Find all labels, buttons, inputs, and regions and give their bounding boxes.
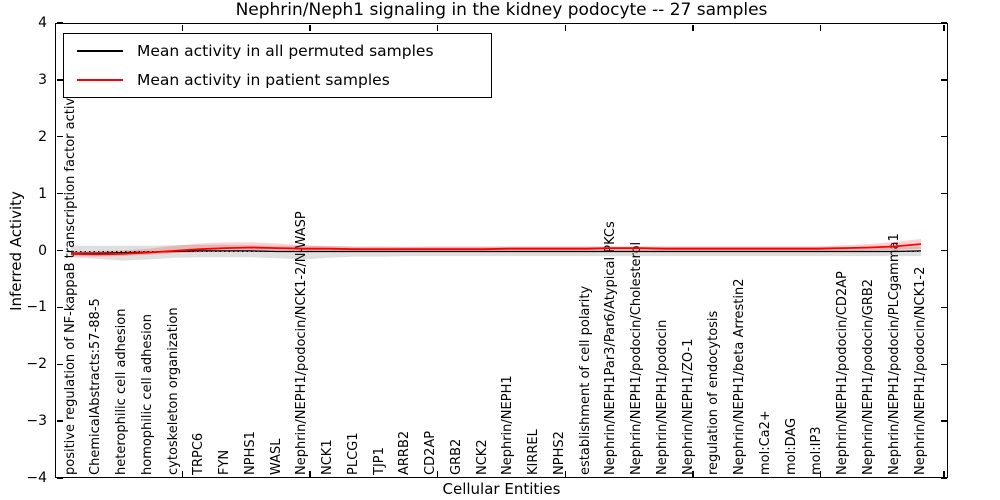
y-tick-mark (56, 79, 63, 81)
y-tick-label: −4 (26, 470, 47, 486)
y-tick-mark (940, 192, 947, 195)
legend-item-patient: Mean activity in patient samples (64, 65, 491, 95)
x-tick-mark (819, 24, 822, 31)
x-tick-mark (181, 24, 184, 31)
plot-area (55, 23, 948, 478)
chart-canvas (70, 239, 922, 261)
y-tick-mark (940, 306, 947, 309)
x-tick-mark (943, 470, 945, 477)
x-tick-mark (692, 470, 694, 477)
y-tick-label: −1 (26, 299, 47, 316)
x-tick-mark (309, 24, 311, 31)
patient-mean-line (70, 243, 922, 256)
y-tick-mark (940, 136, 947, 138)
y-tick-label: 4 (38, 15, 47, 31)
x-tick-mark (181, 470, 184, 477)
legend: Mean activity in all permuted samples Me… (63, 33, 492, 98)
x-tick-mark (819, 470, 822, 477)
patient-line-swatch (77, 79, 123, 81)
y-tick-mark (56, 192, 63, 195)
y-tick-mark (940, 249, 947, 252)
permuted-mean-line (71, 250, 922, 254)
x-tick-mark (309, 470, 311, 477)
y-tick-mark (56, 306, 63, 309)
y-tick-label: 0 (38, 242, 47, 259)
y-tick-mark (56, 477, 63, 479)
y-tick-mark (940, 477, 947, 479)
x-axis-label: Cellular Entities (442, 480, 561, 498)
y-tick-mark (56, 22, 63, 24)
y-tick-mark (56, 249, 63, 252)
y-tick-label: 1 (38, 185, 47, 202)
y-tick-label: −3 (26, 413, 47, 430)
y-tick-label: 2 (38, 128, 47, 145)
y-tick-mark (940, 79, 947, 81)
y-tick-mark (940, 22, 947, 24)
y-tick-mark (940, 363, 947, 365)
x-tick-mark (943, 24, 945, 31)
y-tick-mark (56, 420, 63, 422)
patient-samples-range-band (71, 239, 921, 257)
y-tick-mark (56, 363, 63, 365)
x-tick-mark (564, 470, 566, 477)
legend-label-patient: Mean activity in patient samples (137, 71, 390, 89)
permuted-line-swatch (77, 50, 123, 52)
x-tick-mark (564, 24, 566, 31)
chart-title: Nephrin/Neph1 signaling in the kidney po… (235, 0, 768, 20)
y-tick-label: −2 (26, 356, 47, 373)
y-tick-label: 3 (38, 71, 47, 88)
y-tick-mark (940, 420, 947, 422)
x-tick-mark (437, 24, 439, 31)
legend-item-permuted: Mean activity in all permuted samples (64, 36, 491, 66)
x-tick-mark (692, 24, 694, 31)
y-tick-mark (56, 136, 63, 138)
x-tick-mark (437, 470, 439, 477)
legend-label-permuted: Mean activity in all permuted samples (137, 42, 434, 60)
